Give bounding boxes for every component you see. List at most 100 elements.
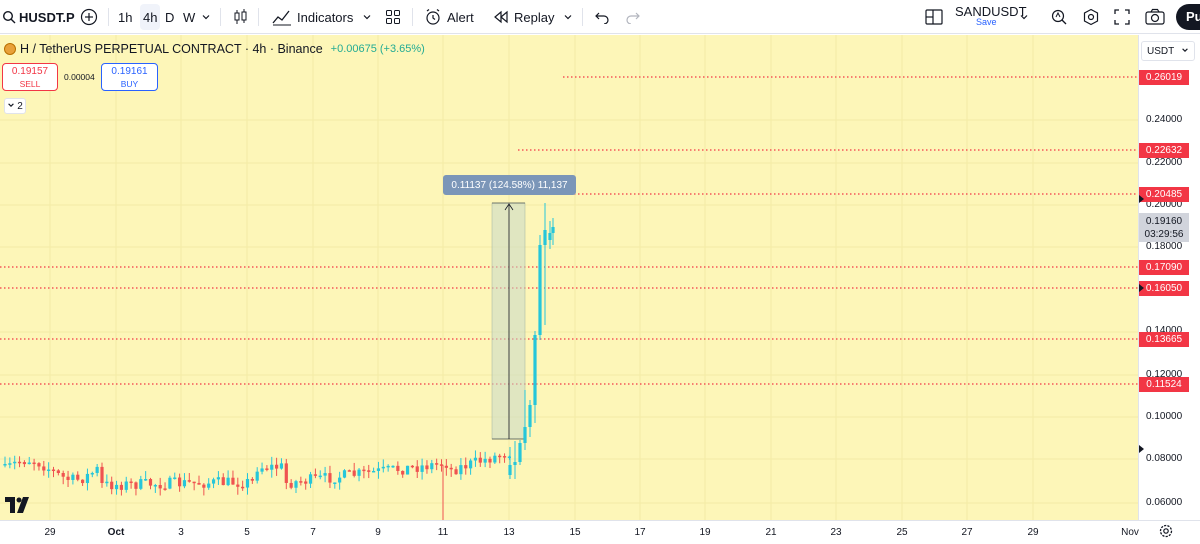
currency-selector[interactable]: USDT — [1141, 41, 1195, 61]
candle-body — [119, 484, 123, 490]
time-tick: 15 — [569, 527, 581, 538]
interval-w[interactable]: W — [183, 9, 196, 25]
templates-button[interactable] — [385, 0, 401, 34]
replay-dropdown[interactable] — [563, 0, 573, 34]
candle-body — [342, 470, 347, 478]
candle-body — [551, 227, 555, 233]
time-tick: 19 — [699, 527, 711, 538]
time-tick: 9 — [375, 527, 381, 538]
level-label[interactable]: 0.17090 — [1139, 260, 1189, 275]
level-label[interactable]: 0.26019 — [1139, 70, 1189, 85]
compare-symbol-button[interactable] — [80, 0, 98, 34]
candle-body — [502, 456, 507, 458]
time-scale[interactable] — [0, 520, 1200, 544]
buy-button[interactable]: 0.19161 BUY — [101, 63, 158, 91]
level-label[interactable]: 0.13665 — [1139, 332, 1189, 347]
candle-body — [3, 464, 7, 466]
indicators-button[interactable]: Indicators — [272, 0, 353, 34]
publish-button[interactable]: Pu — [1176, 4, 1200, 30]
time-tick: 5 — [244, 527, 250, 538]
candle-body — [231, 477, 235, 485]
rewind-icon — [493, 10, 509, 24]
candle-body — [425, 465, 429, 470]
candle-body — [270, 464, 274, 470]
candle-body — [449, 467, 453, 470]
time-tick: 11 — [437, 527, 449, 538]
alert-button[interactable]: Alert — [424, 0, 474, 34]
interval-d[interactable]: D — [165, 9, 175, 25]
candle-body — [518, 443, 522, 462]
candle-body — [90, 472, 94, 475]
measure-label[interactable]: 0.11137 (124.58%) 11,137 — [443, 175, 576, 195]
interval-dropdown[interactable] — [201, 0, 211, 34]
price-marker — [1139, 445, 1144, 453]
candle-body — [444, 465, 448, 468]
scale-settings-button[interactable] — [1158, 523, 1174, 544]
candle-body — [381, 466, 385, 469]
redo-button[interactable] — [626, 0, 640, 34]
candle-body — [464, 465, 468, 469]
price-tick: 0.06000 — [1146, 497, 1183, 508]
level-label[interactable]: 0.16050 — [1139, 281, 1189, 296]
settings-button[interactable] — [1082, 0, 1100, 34]
candle-body — [144, 479, 148, 481]
quick-search-button[interactable] — [1050, 0, 1068, 34]
chevron-down-icon — [1181, 46, 1189, 57]
toolbar-divider — [108, 8, 109, 26]
candle-body — [376, 468, 381, 471]
snapshot-button[interactable] — [1145, 0, 1165, 34]
candle-body — [313, 474, 317, 476]
currency-label: USDT — [1147, 45, 1175, 57]
candle-body — [42, 466, 46, 471]
chevron-down-icon — [362, 12, 372, 22]
price-tick: 0.14000 — [1146, 325, 1183, 336]
undo-button[interactable] — [595, 0, 609, 34]
chart-type-button[interactable] — [233, 0, 249, 34]
time-tick: 17 — [634, 527, 646, 538]
candle-body — [357, 469, 361, 476]
time-tick: 3 — [178, 527, 184, 538]
candle-body — [488, 458, 492, 463]
symbol-search[interactable]: HUSDT.P — [2, 0, 75, 34]
candle-body — [178, 477, 182, 487]
interval-4h[interactable]: 4h — [140, 4, 161, 30]
candle-body — [538, 245, 542, 335]
indicators-collapse-button[interactable]: 2 — [4, 98, 26, 114]
level-label[interactable]: 0.22632 — [1139, 143, 1189, 158]
price-scale[interactable] — [1138, 35, 1200, 520]
candle-body — [439, 464, 444, 466]
search-icon — [2, 10, 16, 24]
candle-body — [338, 477, 342, 483]
layout-save-label[interactable]: Save — [976, 17, 997, 27]
candle-body — [454, 469, 458, 475]
chevron-down-icon — [563, 12, 573, 22]
fullscreen-button[interactable] — [1114, 0, 1130, 34]
tradingview-logo[interactable] — [4, 495, 30, 520]
price-tick: 0.24000 — [1146, 114, 1183, 125]
price-tick: 0.12000 — [1146, 369, 1183, 380]
candle-body — [508, 465, 512, 475]
indicators-dropdown[interactable] — [362, 0, 372, 34]
price-tick: 0.08000 — [1146, 453, 1183, 464]
time-tick: 25 — [896, 527, 908, 538]
candle-body — [391, 465, 395, 468]
current-price: 0.19160 — [1145, 216, 1183, 227]
price-tick: 0.22000 — [1146, 157, 1183, 168]
layout-dropdown[interactable] — [1019, 0, 1029, 34]
candle-body — [100, 466, 104, 483]
candle-body — [207, 483, 211, 488]
interval-1h[interactable]: 1h — [118, 9, 133, 25]
level-label[interactable]: 0.20485 — [1139, 187, 1189, 202]
candle-body — [255, 471, 259, 481]
sell-button[interactable]: 0.19157 SELL — [2, 63, 58, 91]
top-toolbar: HUSDT.P 1h 4h D W Indicators Alert — [0, 0, 1200, 34]
layout-name[interactable]: SANDUSDT — [955, 3, 1027, 19]
candle-body — [221, 477, 225, 486]
replay-button[interactable]: Replay — [493, 0, 554, 34]
candle-body — [105, 481, 109, 484]
chart-pane[interactable]: H / TetherUS PERPETUAL CONTRACT · 4h · B… — [0, 35, 1138, 520]
level-label[interactable]: 0.11524 — [1139, 377, 1189, 392]
camera-icon — [1145, 8, 1165, 26]
layout-button[interactable] — [925, 0, 943, 34]
candle-body — [304, 481, 308, 484]
